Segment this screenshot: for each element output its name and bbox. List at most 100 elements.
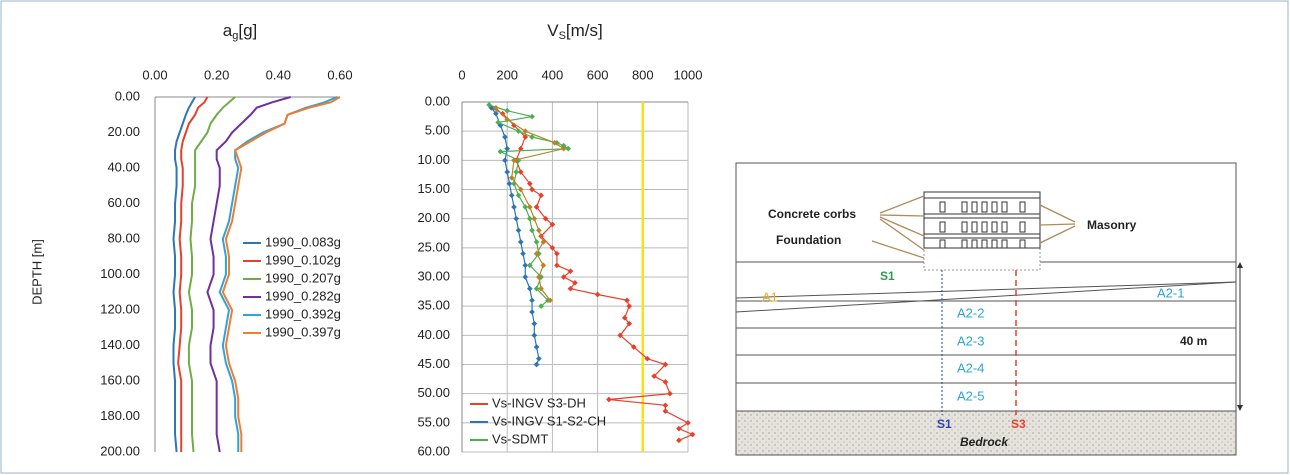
legend-label: 1990_0.397g [265, 324, 341, 339]
point-marker [502, 157, 508, 164]
point-marker [522, 262, 529, 269]
point-marker [533, 361, 540, 368]
x-tick-label: 200 [496, 67, 518, 82]
point-marker [502, 134, 508, 140]
point-marker [554, 250, 560, 257]
layer-label: A2-5 [957, 388, 984, 403]
point-marker [522, 204, 529, 210]
x-tick-label: 0 [458, 67, 465, 82]
y-tick-label: 160.00 [100, 372, 140, 387]
point-marker [493, 105, 499, 111]
point-marker [497, 148, 504, 155]
point-marker [506, 180, 513, 187]
legend-label: 1990_0.392g [265, 306, 341, 321]
y-tick-label: 15.00 [417, 181, 450, 196]
point-marker [522, 128, 529, 134]
point-marker [533, 285, 540, 292]
y-tick-label: 5.00 [425, 123, 450, 138]
y-tick-label: 55.00 [417, 414, 450, 429]
point-marker [526, 262, 533, 269]
y-axis-label: DEPTH [m] [29, 239, 44, 305]
point-marker [517, 169, 524, 175]
point-marker [529, 309, 535, 315]
y-tick-label: 80.00 [107, 230, 140, 245]
point-marker [540, 262, 547, 269]
point-marker [529, 134, 535, 140]
point-marker [538, 192, 544, 199]
point-marker [567, 285, 574, 292]
point-marker [644, 355, 651, 362]
x-tick-label: 800 [632, 67, 654, 82]
y-tick-label: 40.00 [417, 327, 450, 342]
point-marker [689, 431, 696, 438]
point-marker [626, 320, 633, 327]
point-marker [515, 227, 522, 234]
point-marker [533, 239, 540, 245]
foundation [923, 247, 1041, 271]
series-line [221, 96, 341, 452]
bedrock-layer [735, 410, 1237, 456]
layer-label: A1 [762, 289, 778, 304]
point-marker [536, 355, 542, 362]
point-marker [565, 145, 572, 152]
point-marker [499, 110, 506, 117]
point-marker [533, 250, 540, 257]
point-marker [667, 390, 673, 397]
bedrock-label: Bedrock [960, 435, 1009, 449]
point-marker [526, 285, 533, 292]
point-marker [517, 186, 524, 193]
series-line [187, 96, 236, 453]
point-marker [526, 180, 533, 187]
point-marker [531, 215, 538, 222]
point-marker [504, 145, 511, 152]
y-tick-label: 0.00 [425, 93, 450, 108]
point-marker [560, 274, 567, 280]
thickness-label: 40 m [1180, 334, 1207, 348]
point-marker [504, 107, 511, 114]
point-marker [676, 437, 682, 444]
point-marker [626, 303, 633, 309]
legend-label: 1990_0.207g [265, 270, 341, 285]
point-marker [542, 215, 549, 222]
label: Concrete corbs [768, 207, 856, 221]
building [923, 191, 1041, 249]
point-marker [549, 245, 556, 251]
point-marker [529, 113, 535, 120]
chart-title: ag[g] [223, 21, 258, 41]
x-tick-label: 400 [542, 67, 564, 82]
layer-label: A2-4 [957, 360, 984, 375]
y-tick-label: 0.00 [115, 88, 140, 103]
point-marker [676, 425, 682, 432]
label: Masonry [1087, 218, 1137, 232]
point-marker [594, 291, 601, 298]
point-marker [551, 140, 558, 146]
point-marker [549, 221, 556, 228]
point-marker [630, 344, 637, 350]
point-marker [515, 128, 522, 134]
point-marker [513, 169, 520, 175]
legend-label: Vs-INGV S1-S2-CH [492, 413, 606, 428]
point-marker [517, 239, 524, 245]
point-marker [621, 315, 628, 321]
y-tick-label: 120.00 [100, 301, 140, 316]
layer-label: S1 [880, 269, 895, 283]
point-marker [493, 110, 499, 117]
point-marker [504, 116, 511, 123]
point-marker [531, 320, 538, 327]
point-marker [522, 134, 529, 140]
layer-line [735, 281, 1237, 299]
y-tick-label: 200.00 [100, 443, 140, 458]
chart-title: VS[m/s] [547, 21, 603, 41]
x-tick-label: 0.20 [204, 67, 229, 82]
series-line [177, 96, 209, 452]
point-marker [529, 227, 535, 234]
point-marker [662, 402, 669, 409]
point-marker [520, 250, 526, 257]
point-marker [529, 297, 535, 304]
legend-label: 1990_0.102g [265, 252, 341, 267]
y-tick-label: 60.00 [107, 195, 140, 210]
point-marker [567, 268, 574, 274]
y-tick-label: 45.00 [417, 356, 450, 371]
pointer-arrows [871, 195, 1076, 259]
title-main: V [547, 21, 559, 40]
